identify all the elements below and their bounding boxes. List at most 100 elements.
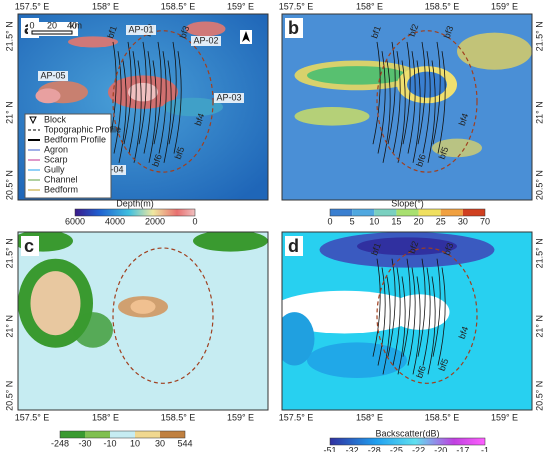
legend-symbol (29, 116, 37, 125)
legend-label: Bedform (44, 184, 78, 194)
lat-label: 21.5° N (4, 238, 14, 268)
colorbar-frame (329, 208, 486, 217)
bedform-line (168, 41, 177, 145)
panel-label: b (288, 18, 299, 38)
bedform-line (397, 60, 406, 163)
colorbar-tick: -51 (323, 445, 336, 452)
bedform-line (437, 51, 446, 154)
lon-label: 158° E (356, 1, 383, 11)
scale-label: km (70, 20, 82, 30)
bedform-line (377, 51, 386, 154)
bedform-line (382, 276, 391, 375)
bedform-line (377, 267, 386, 366)
bedform-line (123, 41, 132, 145)
colorbar-tick: 0 (192, 216, 197, 226)
map-feature (407, 71, 447, 98)
colorbar-tick: -32 (346, 445, 359, 452)
bedform-label: bf2 (407, 240, 421, 255)
map-feature (130, 299, 156, 314)
lat-label: 21° N (534, 101, 544, 124)
bedform-line (392, 267, 401, 366)
lon-label: 159° E (491, 412, 518, 422)
map-panel (18, 232, 268, 410)
legend-label: Block (44, 114, 67, 124)
bedform-line (138, 41, 147, 145)
bedform-label: bf5 (437, 357, 451, 372)
lon-label: 157.5° E (15, 1, 50, 11)
bedform-label: bf3 (178, 24, 192, 39)
colorbar-tick: -25 (390, 445, 403, 452)
colorbar-tick: -10 (103, 438, 116, 448)
bedform-line (113, 51, 122, 154)
lon-label: 158.5° E (161, 1, 196, 11)
lon-label: 158.5° E (425, 1, 460, 11)
area-label: AP-05 (40, 70, 65, 80)
colorbar-tick: 30 (458, 216, 468, 226)
bedform-line (158, 51, 167, 154)
colorbar-title: Slope(°) (391, 198, 424, 208)
colorbar-title: Depth(m) (116, 198, 154, 208)
lon-label: 158° E (356, 412, 383, 422)
colorbar-tick: -248 (51, 438, 69, 448)
lat-label: 21.5° N (534, 21, 544, 51)
profile-outline (112, 247, 214, 384)
map-feature (457, 32, 532, 70)
bedform-label: bf5 (173, 145, 187, 160)
bedform-line (407, 267, 416, 366)
colorbar-segment (440, 209, 463, 216)
bedform-line (402, 258, 411, 357)
area-label-bg (214, 93, 244, 103)
lon-label: 157.5° E (15, 412, 50, 422)
lat-label: 21° N (534, 315, 544, 338)
colorbar-tick: 6000 (65, 216, 85, 226)
map-feature (35, 88, 61, 104)
bedform-line (163, 60, 172, 163)
scale-bar (31, 30, 73, 35)
lat-label: 21.5° N (4, 21, 14, 51)
colorbar-tick: 4000 (105, 216, 125, 226)
panel-frame (281, 13, 533, 201)
north-arrow (242, 31, 250, 42)
bedform-label: bf3 (442, 241, 456, 256)
bedform-line (392, 51, 401, 154)
colorbar-tick: -1 (481, 445, 489, 452)
bedform-line (427, 60, 436, 163)
lon-label: 157.5° E (279, 1, 314, 11)
map-feature (432, 138, 482, 158)
lon-label: 159° E (491, 1, 518, 11)
scale-label: 40 (67, 20, 77, 30)
map-feature (389, 294, 450, 330)
lat-label: 20.5° N (534, 381, 544, 411)
bedform-line (422, 267, 431, 366)
lon-label: 159° E (227, 1, 254, 11)
scale-bg (28, 22, 78, 36)
colorbar-tick: -17 (456, 445, 469, 452)
bedform-label: bf1 (369, 241, 383, 256)
bedform-line (148, 60, 157, 163)
bedform-label: bf4 (457, 112, 471, 127)
bedform-line (387, 258, 396, 357)
bedform-line (432, 41, 441, 145)
lon-label: 158.5° E (161, 412, 196, 422)
lat-label: 21.5° N (534, 238, 544, 268)
bedform-line (422, 51, 431, 154)
map-feature (185, 21, 226, 37)
lon-label: 158° E (92, 412, 119, 422)
map-feature (294, 107, 370, 126)
colorbar (329, 437, 486, 446)
colorbar-segment (352, 209, 375, 216)
map-feature (193, 232, 268, 252)
bedform-line (407, 51, 416, 154)
bedform-label: bf3 (442, 24, 456, 39)
colorbar-tick: 544 (177, 438, 192, 448)
map-feature (128, 82, 158, 102)
bedform-line (397, 276, 406, 375)
bedform-line (153, 41, 162, 145)
map-panel: bf1 bf2 bf3 bf4 bf5 bf6 (282, 14, 532, 200)
colorbar-segment (110, 431, 135, 438)
legend-label: Channel (44, 174, 78, 184)
panel-label-bg (285, 18, 303, 38)
colorbar-tick: -22 (412, 445, 425, 452)
map-feature (307, 66, 407, 85)
